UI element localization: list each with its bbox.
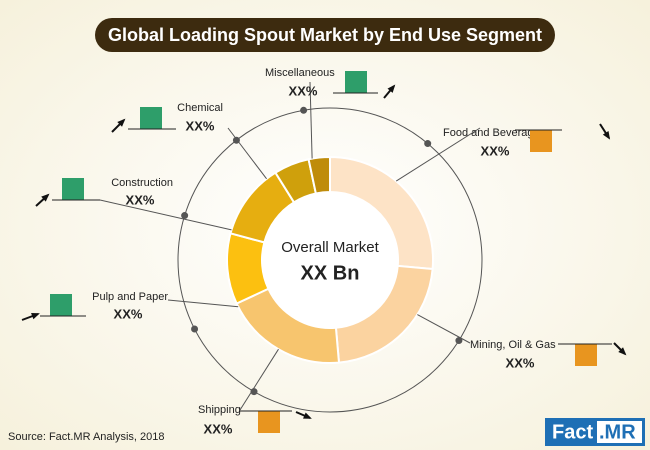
connector [239, 348, 279, 411]
segment-label: Chemical [177, 102, 223, 114]
donut [226, 155, 434, 364]
logo-brand: Fact [552, 421, 593, 443]
segment-value: XX% [289, 83, 318, 98]
connector-dot [300, 106, 308, 114]
arrow-head [618, 347, 627, 356]
indicator-bar [50, 294, 72, 316]
logo-suffix: .MR [599, 421, 636, 443]
segment-label: Construction [111, 177, 173, 189]
connector [99, 199, 232, 231]
indicator-bar [575, 344, 597, 366]
segment-value: XX% [126, 192, 155, 207]
segment-label: Food and Beverage [443, 127, 540, 139]
indicator-bar [530, 130, 552, 152]
arrow-head [602, 131, 611, 140]
segment-label: Mining, Oil & Gas [470, 339, 556, 351]
title-pill [95, 18, 555, 52]
connector-dot [424, 140, 432, 148]
connector [227, 127, 267, 180]
segment-label: Shipping [198, 404, 241, 416]
center-circle [262, 192, 398, 328]
connector [309, 81, 313, 159]
connector [395, 127, 481, 182]
indicator-bar [62, 178, 84, 200]
segment-label: Miscellaneous [265, 67, 335, 79]
center-label: Overall Market [281, 239, 379, 256]
arrow-head [387, 84, 396, 93]
indicator-bar [345, 71, 367, 93]
connector-dot [455, 337, 463, 345]
connector-dot [250, 388, 258, 396]
connector-dot [181, 212, 189, 220]
segment-value: XX% [481, 143, 510, 158]
indicator-bar [140, 107, 162, 129]
segment-value: XX% [186, 118, 215, 133]
segment-value: XX% [204, 421, 233, 436]
outer-ring [177, 107, 483, 413]
arrow-head [303, 412, 312, 419]
logo-suffix-box [597, 421, 642, 443]
arrow-head [117, 118, 126, 127]
connector [167, 299, 239, 308]
connector-dot [191, 325, 199, 333]
source: Source: Fact.MR Analysis, 2018 [8, 431, 165, 443]
labels: Miscellaneous XX% Chemical XX% Food and Beve… [21, 67, 627, 436]
center-value: XX Bn [301, 262, 360, 284]
arrow-head [41, 193, 50, 202]
indicator-bar [258, 411, 280, 433]
segment-label: Pulp and Paper [92, 291, 168, 303]
connector-dot [232, 136, 240, 144]
arrow-head [31, 313, 40, 320]
segment-value: XX% [114, 306, 143, 321]
segment-value: XX% [506, 355, 535, 370]
title: Global Loading Spout Market by End Use S… [108, 25, 542, 45]
